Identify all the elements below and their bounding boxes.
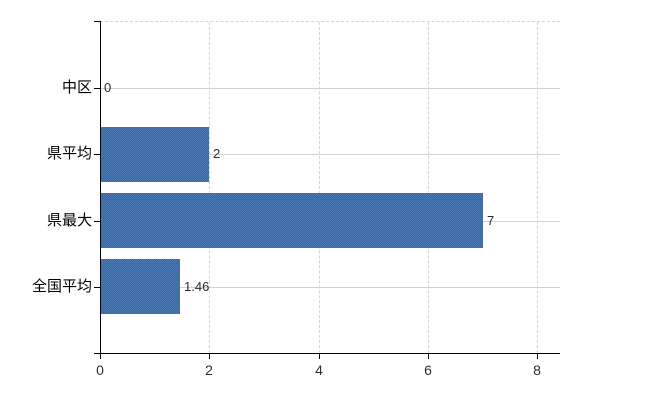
y-tick <box>94 154 101 155</box>
y-tick <box>94 88 101 89</box>
bar-value-label: 7 <box>487 213 495 228</box>
h-gridline <box>100 154 560 155</box>
x-axis-line <box>94 353 560 354</box>
x-tick-label: 4 <box>315 362 323 378</box>
y-tick <box>94 21 101 22</box>
gridline-top <box>100 21 560 22</box>
category-label: 中区 <box>61 79 92 96</box>
bar-value-label: 0 <box>104 80 112 95</box>
x-tick-label: 8 <box>533 362 541 378</box>
x-tick-label: 0 <box>96 362 104 378</box>
x-tick <box>537 354 538 359</box>
category-label: 全国平均 <box>31 278 92 295</box>
x-tick-label: 6 <box>424 362 432 378</box>
category-label: 県最大 <box>46 212 92 229</box>
v-gridline <box>537 22 538 353</box>
bar <box>101 193 483 248</box>
category-label: 県平均 <box>46 145 92 162</box>
bar <box>101 127 209 182</box>
h-gridline <box>100 287 560 288</box>
x-tick <box>209 354 210 359</box>
y-axis-line <box>100 21 101 353</box>
bar-value-label: 1.46 <box>184 279 210 294</box>
v-gridline <box>209 22 210 353</box>
x-tick-label: 2 <box>205 362 213 378</box>
bar-value-label: 2 <box>213 146 221 161</box>
x-tick <box>428 354 429 359</box>
v-gridline <box>428 22 429 353</box>
h-gridline <box>100 88 560 89</box>
x-tick <box>100 354 101 359</box>
bar <box>101 259 180 314</box>
v-gridline <box>319 22 320 353</box>
x-tick <box>319 354 320 359</box>
y-tick <box>94 287 101 288</box>
y-tick <box>94 221 101 222</box>
